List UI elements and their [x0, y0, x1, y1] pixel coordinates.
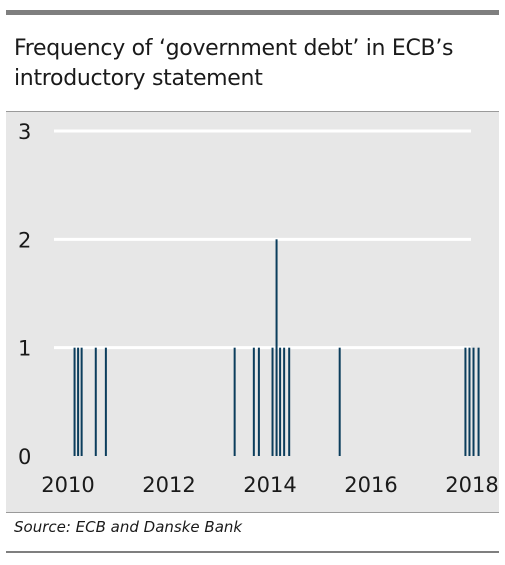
bar — [94, 347, 97, 456]
x-tick-label: 2010 — [41, 473, 94, 497]
x-tick-label: 2012 — [142, 473, 195, 497]
y-tick-label: 0 — [18, 445, 31, 469]
chart-title: Frequency of ‘government debt’ in ECB’s … — [14, 36, 454, 91]
bar — [233, 347, 236, 456]
bar — [77, 347, 80, 456]
bar — [279, 347, 282, 456]
top-rule — [6, 10, 499, 15]
y-tick-label: 2 — [18, 228, 31, 252]
bar — [288, 347, 291, 456]
bar — [257, 347, 260, 456]
bar — [283, 347, 286, 456]
chart-card: Frequency of ‘government debt’ in ECB’s … — [6, 10, 499, 555]
plot-area — [6, 112, 499, 512]
title-divider — [6, 111, 499, 112]
y-tick-label: 3 — [18, 120, 31, 144]
chart-svg: 0 1 2 3 2010 2012 2014 2016 2018 — [18, 120, 499, 497]
bottom-rule — [6, 551, 499, 553]
x-tick-label: 2018 — [445, 473, 498, 497]
bar — [80, 347, 83, 456]
x-tick-label: 2016 — [344, 473, 397, 497]
bar — [104, 347, 107, 456]
source-divider — [6, 512, 499, 513]
bar — [275, 239, 278, 456]
bar — [464, 347, 467, 456]
bar — [73, 347, 76, 456]
bar — [338, 347, 341, 456]
x-tick-label: 2014 — [243, 473, 296, 497]
bar — [271, 347, 274, 456]
source-note: Source: ECB and Danske Bank — [14, 518, 243, 536]
bar — [468, 347, 471, 456]
y-tick-label: 1 — [18, 337, 31, 361]
bar — [252, 347, 255, 456]
bar — [472, 347, 475, 456]
bar — [477, 347, 480, 456]
